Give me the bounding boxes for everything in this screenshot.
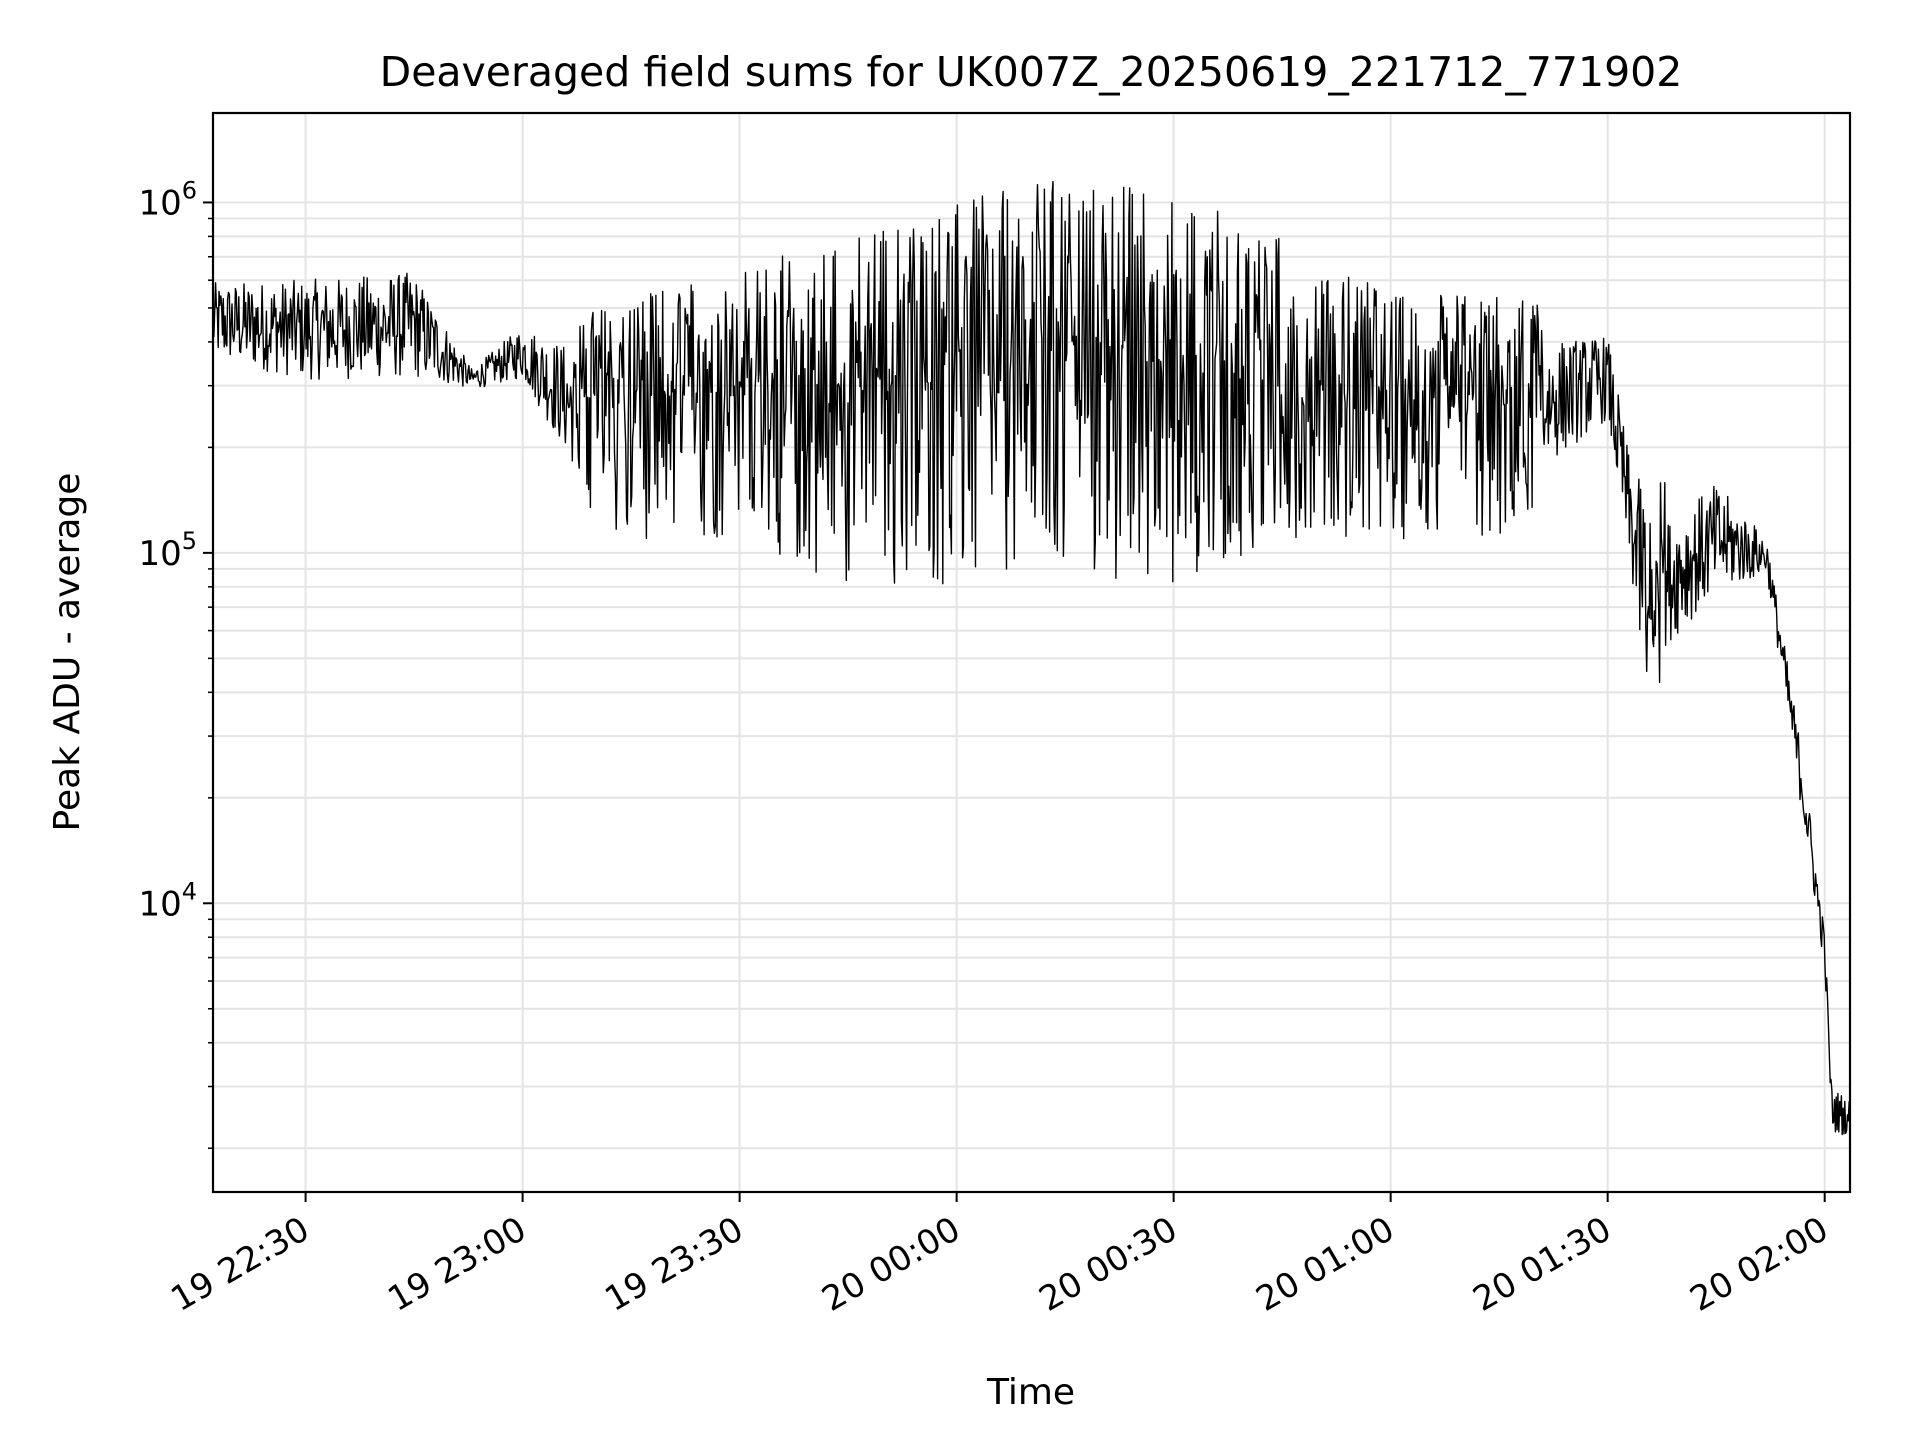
y-tick-label: 106 xyxy=(138,176,197,223)
chart-title: Deaveraged field sums for UK007Z_2025061… xyxy=(380,48,1683,96)
series-line xyxy=(213,180,1850,1136)
x-axis-label: Time xyxy=(986,1372,1075,1413)
plot-frame xyxy=(211,111,1852,1194)
y-tick-label: 104 xyxy=(138,877,197,924)
y-tick-label: 105 xyxy=(138,527,197,574)
y-axis-label: Peak ADU - average xyxy=(47,473,88,832)
